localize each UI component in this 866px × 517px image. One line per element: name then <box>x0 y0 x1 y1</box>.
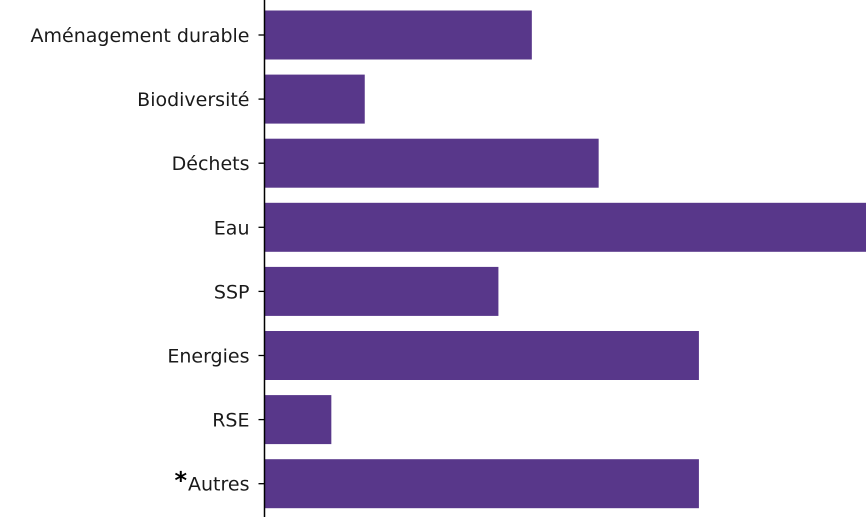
bars-group <box>264 10 866 509</box>
y-axis-ticks: Aménagement durable Biodiversité Déchets Ea… <box>31 25 265 496</box>
y-tick-label-ssp: SSP <box>214 281 250 303</box>
y-tick-label-energies: Energies <box>167 346 249 368</box>
bar-biodiversite <box>264 74 365 124</box>
bar-rse <box>264 395 332 445</box>
bar-amenagement-durable <box>264 10 532 60</box>
bar-dechets <box>264 138 599 188</box>
bar-energies <box>264 331 699 380</box>
y-tick-label-autres: Autres <box>188 474 249 496</box>
bar-autres <box>264 459 699 509</box>
bar-eau <box>264 202 866 252</box>
y-tick-label-biodiversite: Biodiversité <box>137 89 249 111</box>
asterisk-marker: * <box>174 467 187 495</box>
y-tick-label-dechets: Déchets <box>172 153 250 175</box>
y-tick-label-rse: RSE <box>212 410 249 432</box>
bar-ssp <box>264 266 499 316</box>
y-tick-label-eau: Eau <box>214 217 250 239</box>
y-tick-label-amenagement-durable: Aménagement durable <box>31 25 250 47</box>
